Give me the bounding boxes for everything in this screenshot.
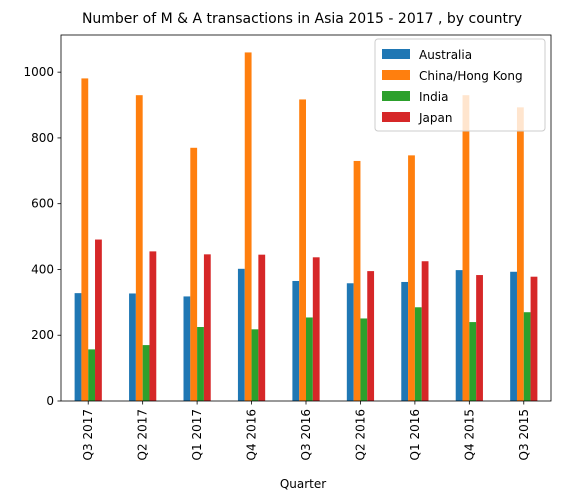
bar-japan-q1-2016	[421, 261, 429, 401]
y-tick-label: 400	[31, 262, 54, 276]
bar-china-hong-kong-q2-2016	[353, 160, 361, 401]
bar-china-hong-kong-q1-2016	[408, 155, 415, 401]
legend-swatch	[382, 112, 410, 122]
bar-china-hong-kong-q2-2017	[135, 95, 143, 402]
x-tick-label: Q4 2016	[245, 409, 259, 460]
y-tick-label: 200	[31, 328, 54, 342]
bar-china-hong-kong-q3-2017	[81, 78, 89, 401]
bar-australia-q2-2016	[346, 283, 354, 401]
bar-india-q4-2016	[251, 329, 259, 401]
bar-australia-q3-2016	[292, 280, 300, 401]
legend-swatch	[382, 49, 410, 59]
bar-australia-q3-2017	[74, 293, 82, 401]
bar-japan-q2-2017	[149, 251, 157, 401]
y-tick-label: 1000	[23, 65, 54, 79]
x-axis: Q3 2017 Q2 2017 Q1 2017 Q4 2016 Q3 2016 Q2 20…	[81, 401, 531, 460]
bar-india-q3-2015	[523, 312, 531, 401]
bar-australia-q4-2015	[455, 270, 463, 401]
legend-label: Japan	[418, 111, 452, 125]
bar-japan-q4-2016	[258, 254, 266, 401]
legend-swatch	[382, 70, 410, 80]
bar-india-q4-2015	[469, 322, 477, 401]
x-tick-label: Q4 2015	[462, 409, 476, 460]
bar-india-q2-2016	[360, 318, 368, 401]
bar-japan-q2-2016	[367, 271, 375, 401]
bar-japan-q1-2017	[203, 254, 211, 401]
bar-india-q3-2016	[306, 317, 313, 401]
y-tick-label: 800	[31, 131, 54, 145]
legend-swatch	[382, 91, 410, 101]
x-tick-label: Q2 2017	[136, 409, 150, 460]
x-tick-label: Q2 2016	[353, 409, 367, 460]
legend-label: India	[419, 90, 448, 104]
bar-australia-q4-2016	[237, 268, 245, 401]
legend-label: China/Hong Kong	[419, 69, 523, 83]
bar-china-hong-kong-q3-2015	[516, 107, 524, 401]
x-axis-label: Quarter	[280, 477, 326, 491]
bar-japan-q3-2015	[530, 276, 538, 401]
bar-india-q1-2017	[197, 327, 204, 401]
y-tick-label: 0	[46, 394, 54, 408]
x-tick-label: Q1 2016	[408, 409, 422, 460]
y-axis: 0 200 400 600 800 1000	[23, 65, 61, 408]
y-tick-label: 600	[31, 197, 54, 211]
bar-australia-q1-2016	[401, 281, 409, 401]
bar-australia-q2-2017	[129, 293, 136, 401]
bar-japan-q3-2017	[95, 239, 102, 401]
bar-china-hong-kong-q4-2016	[244, 52, 252, 402]
legend: Australia China/Hong Kong India Japan	[374, 38, 546, 132]
legend-box	[374, 38, 546, 132]
plot-area	[60, 34, 552, 402]
legend-label: Australia	[419, 48, 472, 62]
x-tick-label: Q3 2015	[517, 409, 531, 460]
bar-india-q2-2017	[142, 345, 150, 401]
bar-china-hong-kong-q4-2015	[462, 95, 470, 402]
bar-japan-q4-2015	[476, 275, 483, 401]
x-tick-label: Q3 2017	[81, 409, 95, 460]
bar-japan-q3-2016	[312, 257, 320, 401]
bar-india-q1-2016	[414, 307, 422, 401]
bar-china-hong-kong-q3-2016	[299, 99, 306, 401]
x-tick-label: Q1 2017	[190, 409, 204, 460]
bar-india-q3-2017	[88, 349, 96, 401]
bar-australia-q3-2015	[510, 271, 517, 401]
x-tick-label: Q3 2016	[299, 409, 313, 460]
bar-australia-q1-2017	[183, 296, 191, 401]
bar-china-hong-kong-q1-2017	[190, 147, 198, 401]
chart-title: Number of M & A transactions in Asia 201…	[82, 11, 522, 27]
